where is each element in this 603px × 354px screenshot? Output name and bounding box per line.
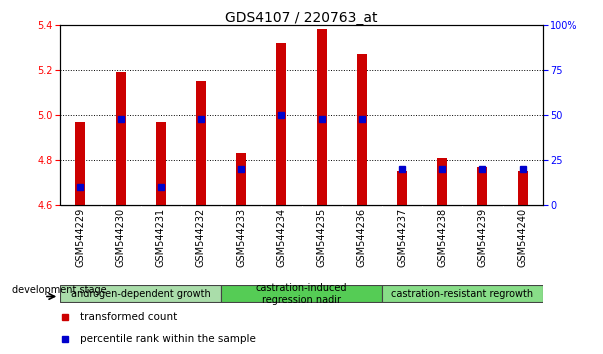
Bar [116,72,125,205]
Bar [75,122,86,205]
Bar [397,171,407,205]
Bar [221,285,382,302]
Text: androgen-dependent growth: androgen-dependent growth [71,289,210,299]
Bar [517,171,528,205]
Text: GSM544240: GSM544240 [517,208,528,267]
Bar [196,81,206,205]
Bar [236,153,246,205]
Text: GSM544232: GSM544232 [196,208,206,267]
Bar [437,158,447,205]
Text: GSM544236: GSM544236 [357,208,367,267]
Text: GSM544234: GSM544234 [276,208,286,267]
Text: GSM544229: GSM544229 [75,208,86,267]
Text: GSM544239: GSM544239 [478,208,487,267]
Bar [156,122,166,205]
Text: development stage: development stage [12,285,107,295]
Text: GSM544238: GSM544238 [437,208,447,267]
Bar [317,29,327,205]
Bar [357,54,367,205]
Bar [478,167,487,205]
Text: GSM544237: GSM544237 [397,208,407,267]
Text: GSM544235: GSM544235 [317,208,327,267]
Text: transformed count: transformed count [80,312,177,322]
Bar [382,285,543,302]
Bar [60,285,221,302]
Text: GSM544230: GSM544230 [116,208,125,267]
Bar [276,43,286,205]
Text: GSM544231: GSM544231 [156,208,166,267]
Text: percentile rank within the sample: percentile rank within the sample [80,335,256,344]
Text: GDS4107 / 220763_at: GDS4107 / 220763_at [226,11,377,25]
Text: castration-induced
regression nadir: castration-induced regression nadir [256,282,347,305]
Text: castration-resistant regrowth: castration-resistant regrowth [391,289,534,299]
Text: GSM544233: GSM544233 [236,208,246,267]
